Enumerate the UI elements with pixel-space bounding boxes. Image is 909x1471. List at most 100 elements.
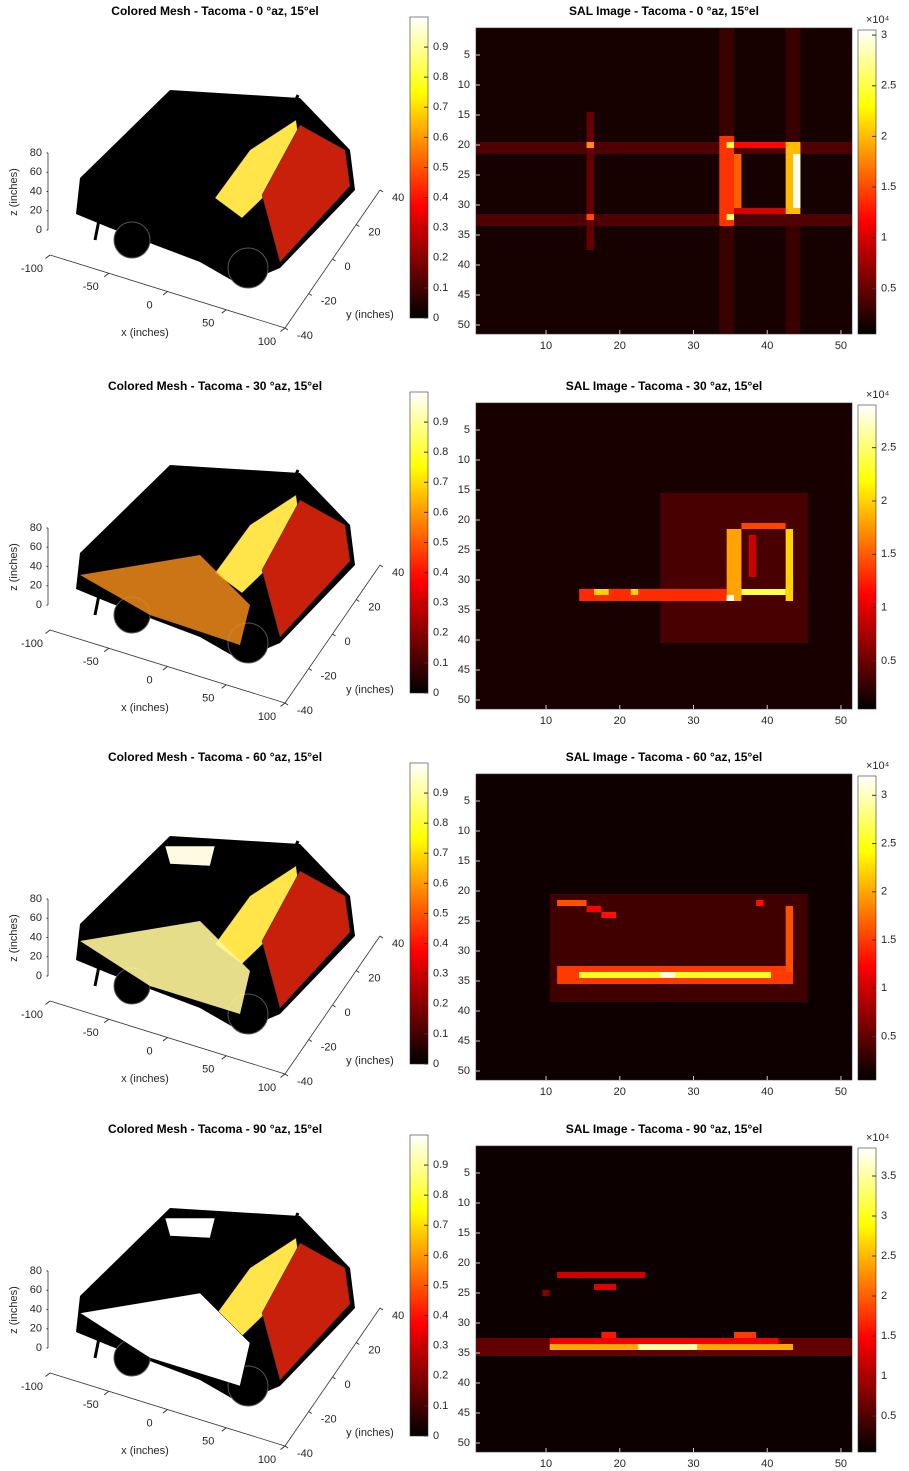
colorbar-scale-label: ×10⁴	[866, 389, 890, 401]
y-tick-label: 25	[458, 1287, 470, 1299]
x-tick-label: 30	[687, 1086, 699, 1098]
tick-label: -40	[297, 705, 313, 717]
y-tick-label: 45	[458, 1407, 470, 1419]
y-tick-label: 15	[458, 484, 470, 496]
image-cell	[734, 208, 786, 214]
y-tick-label: 45	[458, 664, 470, 676]
y-tick-label: 40	[458, 1377, 470, 1389]
tick-label: -50	[83, 281, 99, 293]
tick-label: 60	[30, 166, 42, 178]
axes-frame	[475, 402, 853, 710]
y-tick-label: 15	[458, 109, 470, 121]
y-tick-label: 5	[464, 1167, 470, 1179]
tick-mark	[280, 702, 286, 707]
x-axis-label: x (inches)	[121, 702, 169, 714]
chart-title: SAL Image - Tacoma - 90 °az, 15°el	[566, 1122, 763, 1136]
x-tick-label: 10	[540, 1086, 552, 1098]
tick-label: -40	[297, 330, 313, 342]
tick-label: 20	[368, 226, 380, 238]
chart-title: Colored Mesh - Tacoma - 30 °az, 15°el	[108, 379, 322, 393]
tick-label: 40	[30, 1303, 42, 1315]
y-tick-label: 50	[458, 1437, 470, 1449]
image-cell	[601, 912, 617, 918]
colorbar-tick-label: 2.5	[881, 1250, 896, 1262]
tick-label: 80	[30, 1265, 42, 1277]
tick-mark	[280, 327, 286, 332]
tick-mark	[221, 309, 227, 314]
tick-label: 40	[30, 185, 42, 197]
image-cell	[741, 589, 786, 595]
tick-label: 0	[36, 599, 42, 611]
image-cell	[719, 136, 735, 226]
y-tick-label: 45	[458, 1035, 470, 1047]
tick-label: -20	[321, 670, 337, 682]
image-cell	[586, 906, 602, 912]
tick-mark	[308, 1039, 313, 1042]
colorbar-tick-label: 0.5	[881, 1030, 896, 1042]
tick-label: -50	[83, 1399, 99, 1411]
tick-label: 80	[30, 522, 42, 534]
y-axis-label: y (inches)	[346, 1055, 394, 1067]
tick-label: -20	[321, 1041, 337, 1053]
colorbar-tick-label: 2	[881, 130, 887, 142]
colorbar-tick-label: 2	[881, 886, 887, 898]
y-tick-label: 20	[458, 514, 470, 526]
y-tick-label: 40	[458, 634, 470, 646]
y-tick-label: 40	[458, 259, 470, 271]
y-tick-label: 10	[458, 825, 470, 837]
colorbar-tick-label: 0.6	[433, 131, 448, 143]
tick-label: 0	[146, 299, 152, 311]
tick-label: 100	[258, 1082, 276, 1094]
tick-label: 20	[30, 580, 42, 592]
tick-mark	[280, 1445, 286, 1450]
tick-mark	[162, 1409, 168, 1414]
image-cell	[734, 1332, 757, 1338]
x-tick-label: 40	[761, 1458, 773, 1470]
y-tick-label: 50	[458, 694, 470, 706]
colorbar-tick-label: 1	[881, 1370, 887, 1382]
colorbar-tick-label: 0.1	[433, 1400, 448, 1412]
colorbar-tick-label: 1	[881, 602, 887, 614]
axes-frame	[475, 773, 853, 1081]
tick-mark	[103, 272, 110, 278]
y-tick-label: 10	[458, 79, 470, 91]
colorbar-tick-label: 0.5	[433, 907, 448, 919]
colorbar-tick-label: 3	[881, 789, 887, 801]
x-tick-label: 50	[835, 715, 847, 727]
row: Colored Mesh - Tacoma - 0 °az, 15°el -100…	[8, 4, 896, 352]
tick-mark	[45, 629, 51, 634]
image-cell	[586, 142, 594, 148]
tick-mark	[332, 633, 336, 637]
tick-mark	[308, 293, 313, 296]
image-cell	[726, 142, 735, 148]
colorbar-tick-label: 0.3	[433, 968, 448, 980]
colorbar-tick-label: 0.5	[881, 655, 896, 667]
tick-label: 20	[30, 1323, 42, 1335]
tick-label: 50	[202, 1436, 214, 1448]
colorbar-tick-label: 0.5	[881, 282, 896, 294]
colorbar-tick-label: 0.4	[433, 567, 448, 579]
tick-mark	[45, 1000, 51, 1005]
image-cell	[741, 523, 786, 529]
colorbar-tick-label: 2	[881, 1290, 887, 1302]
y-tick-label: 35	[458, 975, 470, 987]
tick-label: 0	[36, 224, 42, 236]
colorbar-tick-label: 0.3	[433, 597, 448, 609]
chart-title: Colored Mesh - Tacoma - 90 °az, 15°el	[108, 1122, 322, 1136]
image-cell	[785, 906, 794, 972]
tick-label: -50	[83, 1027, 99, 1039]
x-tick-label: 30	[687, 340, 699, 352]
image-cell	[734, 154, 742, 208]
colorbar-tick-label: 0.3	[433, 222, 448, 234]
tick-label: -100	[21, 638, 43, 650]
tick-label: 40	[392, 192, 404, 204]
tick-mark	[103, 1018, 110, 1024]
tick-mark	[379, 564, 384, 568]
y-tick-label: 10	[458, 1197, 470, 1209]
colorbar-tick-label: 0.5	[881, 1410, 896, 1422]
tick-mark	[45, 254, 51, 259]
tick-label: 0	[146, 674, 152, 686]
tick-label: 0	[345, 261, 351, 273]
x-tick-label: 40	[761, 715, 773, 727]
